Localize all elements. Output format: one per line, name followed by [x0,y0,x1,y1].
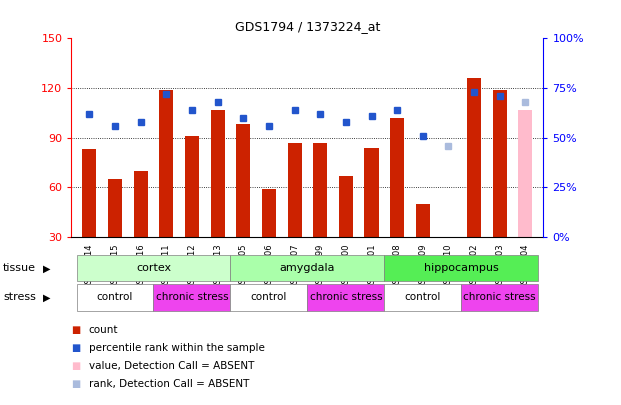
Bar [492,90,507,237]
Bar [288,143,302,237]
Bar [134,171,148,237]
Text: value, Detection Call = ABSENT: value, Detection Call = ABSENT [89,361,254,371]
Bar [83,149,96,237]
Bar [236,124,250,237]
Text: ■: ■ [71,379,81,388]
Text: control: control [97,292,134,303]
Text: tissue: tissue [3,263,36,273]
Text: ■: ■ [71,361,81,371]
Bar [185,136,199,237]
Text: chronic stress: chronic stress [309,292,382,303]
Text: cortex: cortex [136,263,171,273]
Text: chronic stress: chronic stress [463,292,536,303]
Text: control: control [251,292,287,303]
Bar [416,204,430,237]
Bar [262,189,276,237]
Bar [461,284,538,311]
Text: percentile rank within the sample: percentile rank within the sample [89,343,265,353]
Bar [365,148,379,237]
Bar [230,284,307,311]
Text: ■: ■ [71,343,81,353]
Text: ▶: ▶ [43,292,50,303]
Bar [519,110,532,237]
Text: count: count [89,325,119,335]
Bar [76,255,230,281]
Text: hippocampus: hippocampus [424,263,499,273]
Bar [442,237,456,240]
Bar [108,179,122,237]
Text: stress: stress [3,292,36,303]
Text: ■: ■ [71,325,81,335]
Bar [211,110,225,237]
Text: amygdala: amygdala [279,263,335,273]
Bar [159,90,173,237]
Text: chronic stress: chronic stress [156,292,229,303]
Text: control: control [405,292,441,303]
Bar [153,284,230,311]
Bar [313,143,327,237]
Text: GDS1794 / 1373224_at: GDS1794 / 1373224_at [235,20,380,33]
Bar [307,284,384,311]
Text: ▶: ▶ [43,263,50,273]
Bar [76,284,153,311]
Text: rank, Detection Call = ABSENT: rank, Detection Call = ABSENT [89,379,249,388]
Bar [390,118,404,237]
Bar [384,255,538,281]
Bar [230,255,384,281]
Bar [467,78,481,237]
Bar [384,284,461,311]
Bar [339,176,353,237]
